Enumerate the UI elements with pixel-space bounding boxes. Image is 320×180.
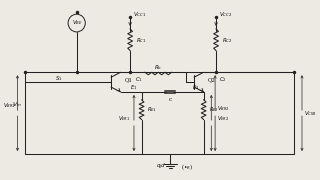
Text: $C_1$: $C_1$ (135, 75, 143, 84)
Text: $R_{C1}$: $R_{C1}$ (136, 36, 147, 45)
Text: $V_{CC1}$: $V_{CC1}$ (133, 10, 146, 19)
Text: $R_{E1}$: $R_{E1}$ (147, 105, 157, 114)
Text: $E_1$: $E_1$ (130, 84, 138, 93)
Text: ($\bullet_R$): ($\bullet_R$) (181, 162, 194, 172)
Text: $V_{BE}$: $V_{BE}$ (72, 19, 83, 28)
Text: $R_{E2}$: $R_{E2}$ (209, 105, 220, 114)
Text: $V_{BR1}$: $V_{BR1}$ (3, 101, 16, 110)
Text: $V_{in}$: $V_{in}$ (12, 100, 22, 109)
Text: $V_{CN2}$: $V_{CN2}$ (304, 109, 317, 118)
Text: $C_2$: $C_2$ (219, 75, 227, 84)
Text: $V_{CC2}$: $V_{CC2}$ (219, 10, 232, 19)
Text: $V_{ER1}$: $V_{ER1}$ (117, 114, 130, 123)
Text: Q2: Q2 (207, 78, 215, 83)
Text: c: c (169, 97, 172, 102)
Text: $S_1$: $S_1$ (55, 74, 62, 83)
Text: $E_2$: $E_2$ (192, 84, 200, 93)
Text: $R_{C2}$: $R_{C2}$ (222, 36, 232, 45)
Text: Q1: Q1 (124, 78, 132, 83)
Text: $R_b$: $R_b$ (154, 63, 162, 72)
Text: $V_{BR2}$: $V_{BR2}$ (217, 104, 230, 113)
Text: $V_{ER2}$: $V_{ER2}$ (217, 114, 229, 123)
Text: $q_j d$: $q_j d$ (156, 162, 166, 172)
